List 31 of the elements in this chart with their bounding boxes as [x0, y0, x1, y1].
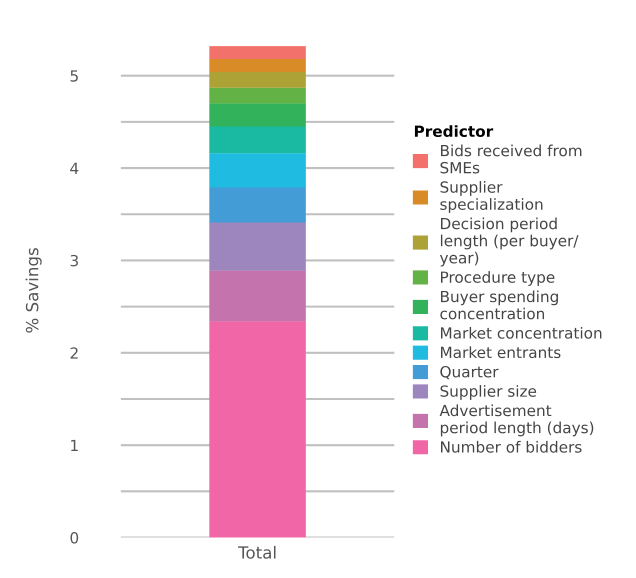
- legend-label: Quarter: [440, 366, 499, 380]
- bar: [209, 126, 306, 154]
- legend-title: Predictor: [414, 125, 494, 138]
- y-tick-label: 0: [70, 532, 78, 544]
- bar: [209, 222, 306, 271]
- legend-label: Market entrants: [441, 346, 560, 358]
- legend-label: Supplier size: [440, 385, 536, 400]
- y-axis-title: % Savings: [26, 248, 42, 333]
- bar: [209, 103, 306, 126]
- legend-label: Number of bidders: [441, 440, 582, 453]
- bar: [209, 88, 306, 104]
- y-tick-label: 3: [70, 254, 78, 266]
- y-tick-label: 5: [70, 70, 78, 82]
- legend-label: Procedure type: [441, 271, 554, 286]
- bar: [209, 187, 306, 223]
- bar: [209, 59, 306, 72]
- legend-label: Supplier specialization: [440, 181, 542, 213]
- legend-label: Buyer spending concentration: [440, 290, 558, 320]
- bar: [209, 72, 306, 88]
- legend-label: Bids received from SMEs: [440, 144, 582, 174]
- x-tick-label: Total: [238, 546, 276, 559]
- bar: [209, 270, 306, 322]
- legend-label: Advertisement period length (days): [440, 404, 594, 436]
- legend-label: Decision period length (per buyer/ year): [440, 218, 579, 267]
- y-tick-label: 2: [70, 347, 78, 359]
- bar: [209, 153, 306, 188]
- y-tick-label: 4: [70, 162, 78, 174]
- y-tick-label: 1: [71, 440, 78, 451]
- bar: [209, 46, 306, 60]
- bar: [209, 321, 306, 538]
- legend-label: Market concentration: [441, 326, 602, 339]
